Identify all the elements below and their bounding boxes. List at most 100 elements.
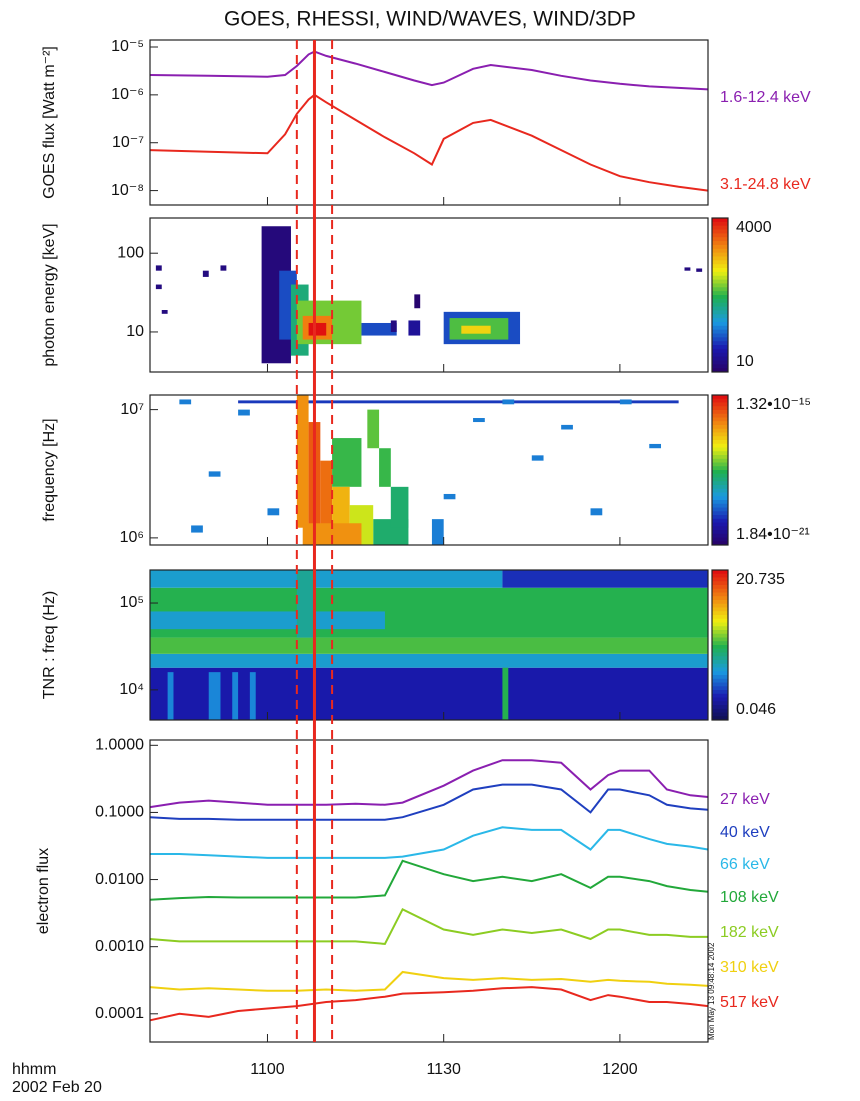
legend-label: 310 keV xyxy=(720,959,779,976)
y-tick-label: 0.0001 xyxy=(95,1005,144,1022)
heatmap-cell xyxy=(150,667,708,720)
heatmap-cell xyxy=(361,322,397,336)
colorbar-segment xyxy=(712,522,728,527)
heatmap-cell xyxy=(684,267,691,271)
colorbar-segment xyxy=(712,413,728,418)
y-axis-label: TNR : freq (Hz) xyxy=(41,591,58,699)
colorbar-segment xyxy=(712,306,728,311)
y-tick-label: 1.0000 xyxy=(95,737,144,754)
colorbar-segment xyxy=(712,515,728,520)
colorbar-segment xyxy=(712,432,728,437)
heatmap-cell xyxy=(249,672,256,720)
colorbar-segment xyxy=(712,225,728,231)
colorbar-segment xyxy=(712,368,728,373)
colorbar-segment xyxy=(712,473,728,478)
colorbar-segment xyxy=(712,637,728,642)
colorbar-tick-label: 1.32•10⁻¹⁵ xyxy=(736,396,811,413)
colorbar-segment xyxy=(712,488,728,493)
heatmap-cell xyxy=(167,672,174,720)
colorbar-segment xyxy=(712,600,728,605)
colorbar-segment xyxy=(712,481,728,486)
panel-frame xyxy=(149,394,709,546)
heatmap-cell xyxy=(150,637,708,654)
y-tick-label: 10 xyxy=(126,323,144,340)
colorbar-segment xyxy=(712,712,728,717)
colorbar-segment xyxy=(712,530,728,535)
y-tick-label: 10⁶ xyxy=(120,529,144,546)
y-tick-label: 10⁻⁶ xyxy=(111,86,144,103)
colorbar-segment xyxy=(712,348,728,354)
colorbar-segment xyxy=(712,221,728,227)
heatmap-cell xyxy=(150,570,503,588)
colorbar-segment xyxy=(712,588,728,593)
colorbar-segment xyxy=(712,603,728,608)
heatmap-cell xyxy=(649,443,662,449)
colorbar-tick-label: 0.046 xyxy=(736,701,776,718)
colorbar-segment xyxy=(712,626,728,631)
colorbar-segment xyxy=(712,229,728,234)
panel-frame xyxy=(149,217,709,373)
y-axis-label: frequency [Hz] xyxy=(41,418,58,521)
colorbar-segment xyxy=(712,477,728,482)
colorbar-segment xyxy=(712,233,728,238)
colorbar-segment xyxy=(712,701,728,706)
colorbar-frame xyxy=(711,394,729,546)
x-axis-label: hhmm xyxy=(12,1061,56,1078)
heatmap-cell xyxy=(461,325,491,334)
heatmap-cell xyxy=(502,667,509,720)
colorbar-segment xyxy=(712,447,728,452)
colorbar-segment xyxy=(712,618,728,623)
colorbar-segment xyxy=(712,398,728,403)
heatmap-cell xyxy=(238,409,250,416)
colorbar-segment xyxy=(712,622,728,627)
heatmap-cell xyxy=(308,322,327,336)
colorbar-tick-label: 4000 xyxy=(736,219,772,236)
colorbar-segment xyxy=(712,436,728,441)
colorbar-segment xyxy=(712,275,728,281)
colorbar-segment xyxy=(712,402,728,407)
heatmap-cell xyxy=(414,294,421,309)
colorbar-segment xyxy=(712,697,728,702)
heatmap-cell xyxy=(332,438,362,487)
colorbar-segment xyxy=(712,248,728,254)
line-series xyxy=(149,986,709,1022)
date-label: 2002 Feb 20 xyxy=(12,1079,102,1096)
colorbar-tick-label: 20.735 xyxy=(736,571,785,588)
legend-label: 182 keV xyxy=(720,924,779,941)
colorbar-segment xyxy=(712,337,728,342)
y-tick-label: 0.0100 xyxy=(95,871,144,888)
colorbar-frame xyxy=(711,217,729,373)
colorbar-segment xyxy=(712,345,728,350)
colorbar-segment xyxy=(712,298,728,304)
colorbar-segment xyxy=(712,291,728,296)
heatmap-cell xyxy=(473,418,485,423)
colorbar-segment xyxy=(712,690,728,695)
colorbar-segment xyxy=(712,352,728,358)
colorbar-segment xyxy=(712,237,728,242)
heatmap-cell xyxy=(150,653,708,668)
colorbar-segment xyxy=(712,585,728,590)
legend-label: 3.1-24.8 keV xyxy=(720,176,811,193)
heatmap-cell xyxy=(379,448,391,487)
heatmap-cell xyxy=(155,265,162,271)
legend-label: 40 keV xyxy=(720,824,770,841)
colorbar-segment xyxy=(712,581,728,586)
heatmap-cell xyxy=(267,508,280,516)
heatmap-cell xyxy=(220,265,227,271)
colorbar-segment xyxy=(712,500,728,505)
colorbar-segment xyxy=(712,470,728,475)
colorbar-segment xyxy=(712,705,728,710)
colorbar-segment xyxy=(712,458,728,463)
colorbar-segment xyxy=(712,395,728,400)
panel-frame xyxy=(149,739,709,1043)
colorbar-segment xyxy=(712,310,728,315)
heatmap-cell xyxy=(179,399,192,405)
heatmap-cell xyxy=(390,486,409,528)
y-tick-label: 0.1000 xyxy=(95,804,144,821)
colorbar-tick-label: 1.84•10⁻²¹ xyxy=(736,526,810,543)
colorbar-segment xyxy=(712,451,728,456)
heatmap-cell xyxy=(232,672,239,720)
colorbar-segment xyxy=(712,321,728,327)
heatmap-cell xyxy=(619,399,632,405)
